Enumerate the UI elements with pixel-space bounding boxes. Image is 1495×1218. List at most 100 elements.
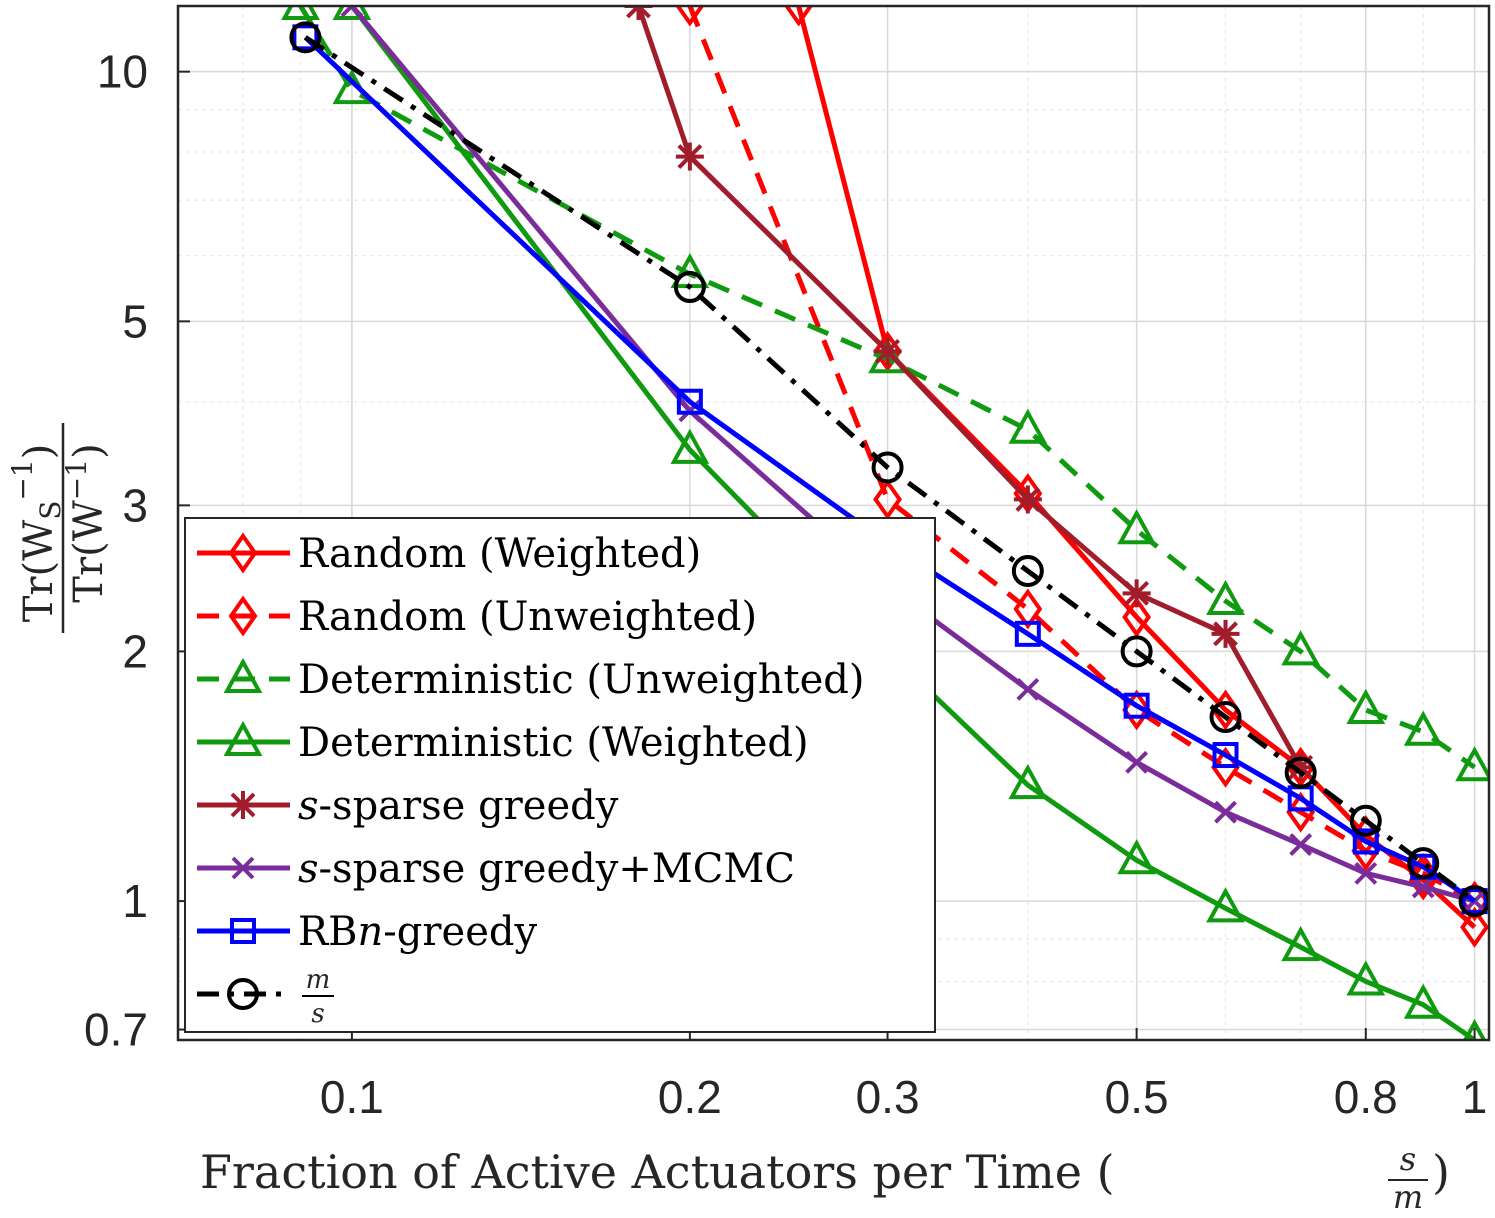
- axis-ticks: 0.1 0.2 0.3 0.5 0.8 1 0.7 1 2 3 5 10: [84, 46, 1487, 1123]
- x-tick-label: 0.8: [1334, 1071, 1398, 1123]
- data-point: [1403, 710, 1443, 746]
- svg-text:Fraction of Active Actuators p: Fraction of Active Actuators per Time (: [200, 1145, 1115, 1199]
- data-point: [1349, 804, 1382, 837]
- legend-marker: [223, 657, 263, 693]
- data-point: [624, 6, 653, 20]
- series-4: [624, 6, 1315, 782]
- y-tick-label: 10: [97, 46, 148, 98]
- data-point: [1211, 619, 1240, 648]
- data-point: [1281, 925, 1321, 962]
- data-point: [1346, 960, 1386, 996]
- x-tick-label: 0.2: [658, 1071, 722, 1123]
- data-point: [1354, 861, 1378, 885]
- data-point: [1289, 833, 1313, 856]
- y-tick-label: 2: [122, 625, 148, 677]
- legend-entry: Deterministic (Weighted): [197, 720, 809, 766]
- y-label-num-close: ): [16, 444, 62, 460]
- y-axis-label: Tr(WS−1) Tr(W−1): [6, 423, 112, 633]
- data-point: [784, 6, 814, 27]
- data-point: [1117, 839, 1157, 875]
- legend-entry: s-sparse greedy: [197, 783, 619, 829]
- legend-label: Random (Weighted): [298, 531, 701, 577]
- legend-marker: [228, 595, 258, 637]
- data-point: [873, 478, 903, 520]
- data-point: [1122, 596, 1152, 638]
- legend-marker: [230, 918, 256, 944]
- legend-label-den: s: [311, 999, 324, 1029]
- data-point: [1209, 701, 1242, 734]
- legend-entry: Deterministic (Unweighted): [197, 657, 865, 703]
- x-tick-label: 1: [1462, 1071, 1488, 1123]
- svg-text:Tr(W−1): Tr(W−1): [60, 443, 112, 602]
- y-label-num-sub: S: [34, 501, 67, 520]
- legend-entry: ms: [197, 965, 334, 1029]
- data-point: [675, 6, 705, 27]
- data-point: [340, 6, 364, 18]
- legend-marker: [229, 791, 257, 819]
- data-point: [1014, 620, 1041, 647]
- y-label-num-sup: −1: [6, 459, 39, 500]
- data-point: [1013, 588, 1043, 630]
- data-point: [1206, 887, 1245, 923]
- svg-text:Tr(WS−1): Tr(WS−1): [6, 444, 67, 623]
- x-label-close: ): [1432, 1145, 1450, 1199]
- legend-box: [184, 517, 936, 1033]
- y-tick-label: 5: [122, 295, 148, 347]
- legend-marker: [231, 856, 255, 880]
- series-line: [349, 6, 1476, 904]
- legend-label: Deterministic (Weighted): [298, 720, 809, 766]
- x-tick-label: 0.5: [1105, 1071, 1169, 1123]
- legend-label: s-sparse greedy: [298, 783, 619, 829]
- y-tick-label: 0.7: [84, 1004, 148, 1056]
- data-point: [1123, 692, 1150, 719]
- data-point: [1403, 983, 1443, 1019]
- data-point: [676, 388, 703, 415]
- series-line: [304, 35, 1477, 904]
- legend-label: Random (Unweighted): [298, 594, 757, 640]
- data-point: [1408, 852, 1438, 894]
- legend-marker: [223, 720, 263, 756]
- data-point: [1346, 688, 1386, 724]
- y-label-den-prefix: Tr(W: [66, 500, 112, 603]
- series-line: [303, 35, 1476, 904]
- x-tick-label: 0.1: [320, 1071, 384, 1123]
- y-tick-label: 3: [122, 479, 148, 531]
- data-point: [1284, 756, 1317, 789]
- data-point: [873, 337, 902, 366]
- data-point: [289, 21, 322, 54]
- x-tick-label: 0.3: [856, 1071, 920, 1123]
- data-point: [1008, 763, 1048, 800]
- series-line: [298, 6, 1477, 770]
- legend-entry: Random (Weighted): [197, 531, 701, 577]
- data-point: [1011, 555, 1044, 588]
- x-label-frac-den: m: [1393, 1178, 1423, 1216]
- data-point: [675, 142, 704, 171]
- data-point: [1206, 579, 1245, 616]
- x-axis-label: Fraction of Active Actuators per Time ( …: [200, 1140, 1450, 1216]
- axes-box: [176, 4, 1491, 1042]
- data-point: [1120, 635, 1153, 668]
- legend-label-num: m: [306, 965, 331, 995]
- data-point: [1016, 677, 1040, 701]
- legend-label: RBn-greedy: [298, 909, 537, 955]
- y-label-den-close: ): [66, 443, 112, 459]
- y-tick-label: 1: [122, 875, 148, 927]
- data-point: [1122, 579, 1151, 608]
- data-point: [1407, 847, 1440, 880]
- data-point: [673, 271, 706, 304]
- data-point: [670, 428, 710, 464]
- data-point: [1460, 906, 1489, 948]
- data-point: [871, 451, 904, 484]
- data-point: [1117, 509, 1157, 545]
- data-point: [1212, 742, 1239, 769]
- data-point: [1352, 828, 1379, 855]
- data-point: [1462, 1018, 1487, 1040]
- data-point: [1008, 408, 1048, 444]
- data-point: [1122, 689, 1152, 731]
- x-label-text: Fraction of Active Actuators per Time (: [200, 1145, 1115, 1199]
- data-point: [1214, 800, 1237, 824]
- data-point: [1281, 630, 1321, 666]
- data-point: [1411, 875, 1435, 899]
- series-7: [289, 21, 1489, 918]
